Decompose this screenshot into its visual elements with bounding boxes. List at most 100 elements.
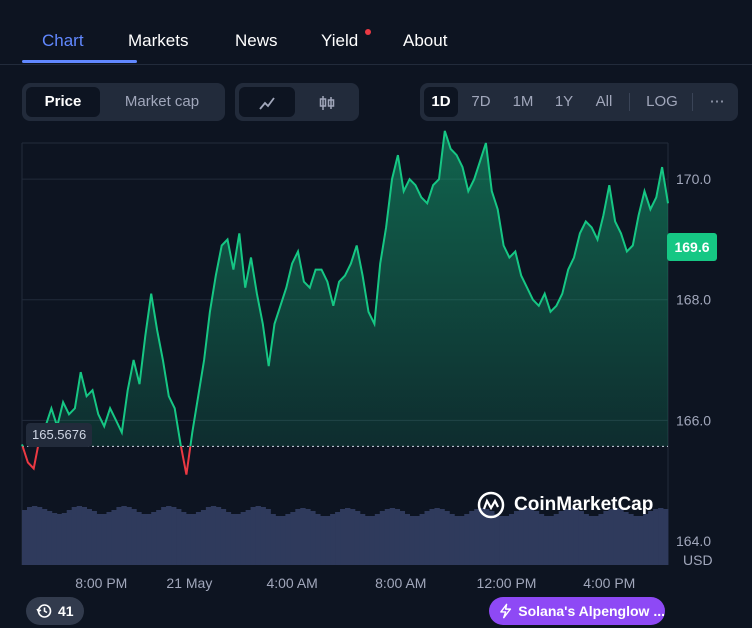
volume-bar (161, 507, 167, 565)
volume-bar (315, 514, 321, 565)
volume-bar (66, 510, 73, 565)
volume-bar (474, 509, 480, 565)
coinmarketcap-logo-icon (477, 491, 505, 519)
volume-bar (265, 509, 271, 565)
volume-bar (310, 511, 316, 565)
volume-bar (51, 513, 58, 565)
volume-bar (305, 509, 311, 565)
metric-toggle: Price Market cap (22, 83, 225, 121)
tab-chart[interactable]: Chart (42, 31, 84, 50)
volume-bar (484, 509, 490, 565)
history-counter[interactable]: 41 (26, 597, 84, 625)
volume-bar (548, 516, 555, 565)
volume-bar (250, 507, 256, 565)
volume-bar (563, 509, 570, 565)
volume-bar (384, 509, 391, 565)
volume-bar (340, 509, 346, 565)
volume-bar (240, 512, 247, 565)
volume-bar (225, 512, 232, 565)
volume-bar (61, 513, 68, 565)
tab-news[interactable]: News (235, 31, 278, 50)
tab-yield[interactable]: Yield (321, 31, 359, 50)
volume-bar (543, 516, 550, 565)
volume-bar (533, 511, 540, 565)
candlestick-icon[interactable] (299, 87, 355, 117)
range-1m[interactable]: 1M (512, 93, 534, 110)
volume-bar (295, 509, 301, 565)
reference-price-badge: 165.5676 (26, 423, 93, 447)
volume-bar (106, 512, 112, 565)
log-button[interactable]: LOG (646, 93, 678, 110)
price-button[interactable]: Price (26, 87, 100, 117)
volume-bar (205, 507, 212, 565)
volume-bar (374, 514, 381, 565)
volume-bar (111, 510, 117, 565)
volume-bar (414, 516, 420, 565)
active-tab-indicator (22, 60, 137, 63)
tab-about[interactable]: About (403, 31, 448, 50)
volume-bar (449, 514, 455, 565)
volume-bar (121, 506, 127, 565)
volume-bar (330, 514, 336, 565)
volume-bar (141, 514, 147, 565)
volume-bar (404, 514, 410, 565)
volume-bar (369, 516, 376, 565)
volume-bar (643, 514, 649, 565)
volume-bar (494, 514, 500, 565)
news-pill[interactable]: Solana's Alpenglow ... (489, 597, 665, 625)
volume-bar (364, 516, 371, 565)
volume-bar (663, 509, 669, 565)
volume-bar (593, 516, 599, 565)
volume-bar (638, 516, 644, 565)
volume-bar (166, 506, 172, 565)
volume-bar (230, 514, 237, 565)
volume-bar (156, 510, 162, 565)
y-tick-label: 164.0 (676, 533, 711, 549)
volume-bar (245, 510, 251, 565)
range-divider (629, 93, 630, 111)
volume-bar (81, 507, 87, 565)
volume-bar (210, 506, 217, 565)
watermark-text: CoinMarketCap (514, 494, 654, 515)
range-1d[interactable]: 1D (424, 87, 458, 117)
volume-bar (335, 512, 341, 565)
tab-markets[interactable]: Markets (128, 31, 189, 50)
volume-bar (508, 514, 515, 565)
volume-bar (235, 514, 242, 565)
line-chart-icon[interactable] (239, 87, 295, 117)
price-chart[interactable]: 170.0 168.0 166.0 164.0 8:00 PM 21 May 4:00 A… (0, 130, 752, 600)
volume-bar (573, 509, 579, 565)
volume-bar (623, 512, 629, 565)
volume-bar (409, 516, 415, 565)
currency-label: USD (683, 552, 713, 568)
volume-bar (76, 506, 83, 565)
volume-bar (598, 514, 604, 565)
volume-bar (444, 511, 450, 565)
range-7d[interactable]: 7D (471, 93, 491, 110)
more-divider (692, 93, 693, 111)
volume-bar (36, 507, 43, 565)
range-all[interactable]: All (595, 93, 613, 110)
volume-bar (354, 511, 361, 565)
volume-bar (349, 509, 356, 565)
volume-bar (101, 514, 107, 565)
volume-bar (653, 509, 659, 565)
volume-bar (489, 511, 495, 565)
volume-bar (185, 514, 192, 565)
more-options-icon[interactable]: ⋯ (709, 93, 725, 110)
volume-bars (22, 506, 669, 565)
range-1y[interactable]: 1Y (554, 93, 574, 110)
volume-bar (628, 514, 634, 565)
x-tick-label: 4:00 PM (583, 575, 635, 591)
volume-bar (429, 509, 435, 565)
volume-bar (499, 516, 505, 565)
market-cap-button[interactable]: Market cap (124, 93, 200, 110)
volume-bar (181, 512, 187, 565)
y-tick-label: 168.0 (676, 292, 711, 308)
volume-bar (479, 508, 485, 565)
x-tick-label: 8:00 PM (75, 575, 127, 591)
volume-bar (528, 509, 535, 565)
volume-bar (190, 514, 197, 565)
volume-bar (22, 510, 28, 565)
notification-dot (365, 29, 371, 35)
